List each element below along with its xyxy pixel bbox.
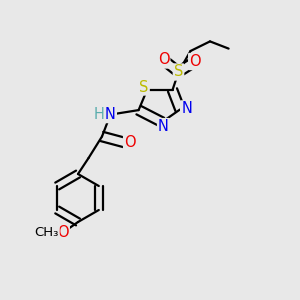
Text: O: O bbox=[57, 225, 69, 240]
Text: N: N bbox=[158, 119, 169, 134]
Text: O: O bbox=[189, 54, 201, 69]
Text: O: O bbox=[124, 135, 136, 150]
Text: S: S bbox=[174, 64, 183, 80]
Text: O: O bbox=[158, 52, 169, 68]
Text: N: N bbox=[105, 107, 116, 122]
Text: H: H bbox=[94, 107, 104, 122]
Text: S: S bbox=[139, 80, 149, 94]
Text: N: N bbox=[181, 101, 192, 116]
Text: CH₃: CH₃ bbox=[34, 226, 59, 239]
